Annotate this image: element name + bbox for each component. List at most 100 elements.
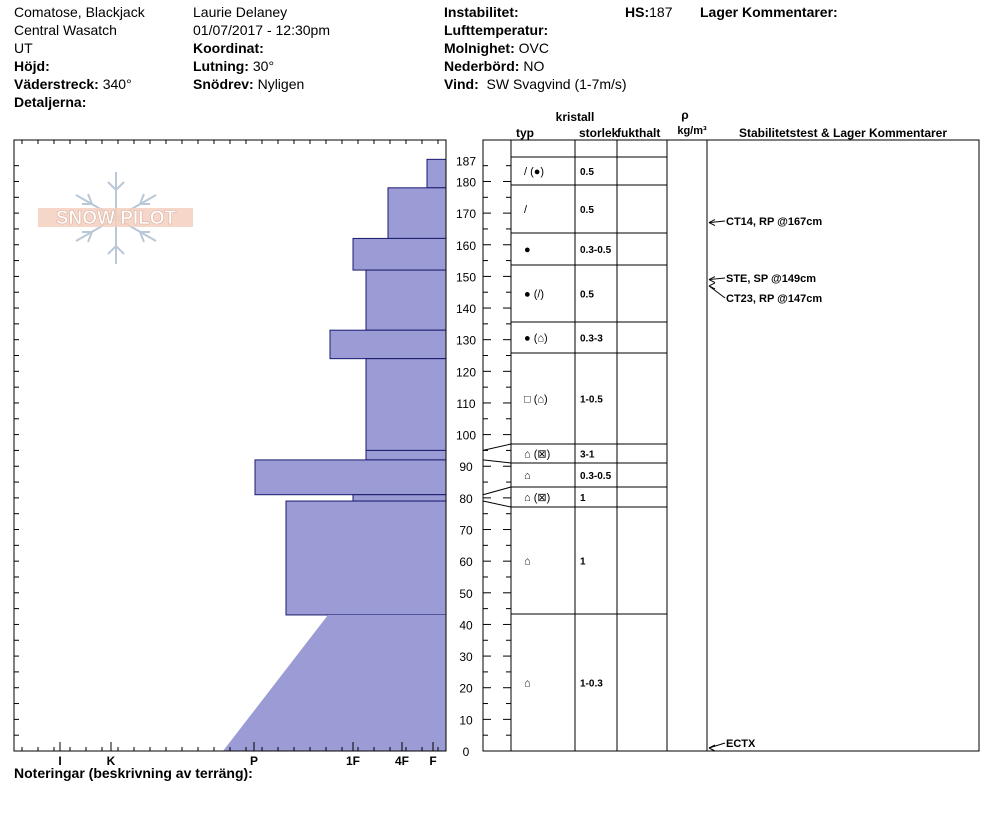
depth-label-0: 0 bbox=[463, 745, 470, 759]
col-heading-type: typ bbox=[516, 126, 534, 140]
drift-label: Snödrev: bbox=[193, 76, 254, 92]
layer-grain-4: ● (⌂) bbox=[524, 333, 548, 345]
snowpilot-logo: SNOW PILOT bbox=[36, 168, 196, 273]
precip-value: NO bbox=[523, 58, 545, 74]
precip-label: Nederbörd: bbox=[444, 58, 520, 74]
airtemp-label: Lufttemperatur: bbox=[444, 22, 549, 38]
aspect-row: Väderstreck: 340° bbox=[14, 75, 132, 93]
profile-layer-3 bbox=[365, 269, 447, 331]
boundary-connector-1 bbox=[482, 459, 512, 464]
depth-label-20: 20 bbox=[459, 682, 473, 696]
test-arrow-0 bbox=[708, 220, 726, 224]
test-label-3: ECTX bbox=[726, 738, 756, 750]
wind-label: Vind: bbox=[444, 76, 479, 92]
depth-label-110: 110 bbox=[456, 397, 475, 411]
boundary-connector-2 bbox=[482, 486, 512, 496]
test-arrow-1 bbox=[708, 277, 726, 281]
layer-grain-0: / (●) bbox=[524, 166, 544, 178]
state-text: UT bbox=[14, 40, 33, 56]
test-arrowhead-0 bbox=[708, 219, 716, 227]
snowflake-icon: SNOW PILOT bbox=[38, 172, 193, 264]
profile-layer-2 bbox=[352, 237, 447, 271]
profile-layer-8 bbox=[352, 494, 447, 502]
depth-label-100: 100 bbox=[456, 429, 476, 443]
test-arrowhead-3 bbox=[708, 744, 716, 752]
depth-label-80: 80 bbox=[459, 492, 473, 506]
layer-size-4: 0.3-3 bbox=[580, 334, 603, 345]
observer-text: Laurie Delaney bbox=[193, 4, 288, 20]
test-label-0: CT14, RP @167cm bbox=[726, 216, 822, 228]
hardness-label-4F: 4F bbox=[395, 754, 409, 768]
sky-row: Molnighet: OVC bbox=[444, 39, 549, 57]
profile-layer-5 bbox=[365, 358, 447, 451]
aspect-value: 340° bbox=[102, 76, 132, 92]
boundary-connector-0 bbox=[482, 443, 512, 451]
profile-layer-10 bbox=[223, 614, 446, 751]
col-heading-crystal: kristall bbox=[556, 110, 595, 124]
notes-label: Noteringar (beskrivning av terräng): bbox=[14, 765, 253, 781]
layer-size-8: 1 bbox=[580, 493, 586, 504]
drift-value: Nyligen bbox=[257, 76, 305, 92]
layer-grain-5: □ (⌂) bbox=[524, 394, 548, 406]
chart-axes: I K P 1F 4F F 0 10 20 30 40 50 60 70 80 90 100 110 120 130 1… bbox=[13, 139, 476, 768]
depth-label-130: 130 bbox=[456, 334, 476, 348]
precip-row: Nederbörd: NO bbox=[444, 57, 544, 75]
depth-label-40: 40 bbox=[459, 618, 473, 632]
layer-size-2: 0.3-0.5 bbox=[580, 245, 612, 256]
col-heading-moisture: fukthalt bbox=[617, 126, 660, 140]
depth-label-170: 170 bbox=[456, 207, 476, 221]
sky-label: Molnighet: bbox=[444, 40, 515, 56]
hs-row: HS:187 bbox=[625, 3, 672, 21]
hardness-profile bbox=[223, 158, 447, 751]
depth-label-150: 150 bbox=[456, 270, 476, 284]
wind-row: Vind: SW Svagvind (1-7m/s) bbox=[444, 75, 627, 93]
profile-layer-9 bbox=[285, 500, 447, 616]
profile-layer-4 bbox=[329, 329, 447, 360]
depth-label-160: 160 bbox=[456, 239, 476, 253]
table-frame bbox=[482, 139, 980, 752]
coord-label: Koordinat: bbox=[193, 40, 264, 56]
layer-size-6: 3-1 bbox=[580, 450, 595, 461]
depth-label-hs: 187 bbox=[456, 154, 476, 168]
sky-value: OVC bbox=[518, 40, 549, 56]
profile-layer-0 bbox=[426, 158, 447, 189]
layer-grain-1: / bbox=[524, 204, 528, 216]
layer-size-0: 0.5 bbox=[580, 167, 594, 178]
profile-layer-1 bbox=[387, 187, 447, 239]
depth-label-90: 90 bbox=[459, 460, 473, 474]
layer-grain-9: ⌂ bbox=[524, 556, 531, 568]
logo-text: SNOW PILOT bbox=[56, 208, 177, 229]
layer-grain-6: ⌂ (⊠) bbox=[524, 449, 550, 461]
layer-grain-2: ● bbox=[524, 244, 531, 256]
hs-label: HS: bbox=[625, 4, 650, 20]
layer-size-7: 0.3-0.5 bbox=[580, 471, 612, 482]
location-text: Comatose, Blackjack bbox=[14, 4, 145, 20]
col-heading-density-unit: kg/m³ bbox=[677, 125, 707, 137]
depth-label-30: 30 bbox=[459, 650, 473, 664]
slope-label: Lutning: bbox=[193, 58, 249, 74]
instability-label: Instabilitet: bbox=[444, 4, 519, 20]
depth-label-120: 120 bbox=[456, 365, 476, 379]
slope-value: 30° bbox=[252, 58, 275, 74]
layer-size-10: 1-0.3 bbox=[580, 679, 603, 690]
hardness-label-I: I bbox=[58, 754, 61, 768]
boundary-connector-3 bbox=[482, 500, 512, 508]
stability-tests: CT14, RP @167cm STE, SP @149cm CT23, RP @1… bbox=[708, 216, 822, 752]
profile-layer-7 bbox=[254, 459, 447, 496]
elevation-label: Höjd: bbox=[14, 58, 50, 74]
layer-size-5: 1-0.5 bbox=[580, 395, 603, 406]
wind-value: SW Svagvind (1-7m/s) bbox=[486, 76, 627, 92]
hardness-label-P: P bbox=[250, 754, 258, 768]
col-heading-stability: Stabilitetstest & Lager Kommentarer bbox=[739, 126, 947, 140]
slope-row: Lutning: 30° bbox=[193, 57, 274, 75]
test-label-1: STE, SP @149cm bbox=[726, 273, 816, 285]
col-heading-density-symbol: ρ bbox=[681, 108, 688, 122]
layer-size-9: 1 bbox=[580, 557, 586, 568]
hardness-label-F: F bbox=[429, 754, 436, 768]
hs-value: 187 bbox=[649, 4, 673, 20]
hardness-label-K: K bbox=[107, 754, 116, 768]
layer-size-3: 0.5 bbox=[580, 290, 594, 301]
layer-grain-10: ⌂ bbox=[524, 678, 531, 690]
